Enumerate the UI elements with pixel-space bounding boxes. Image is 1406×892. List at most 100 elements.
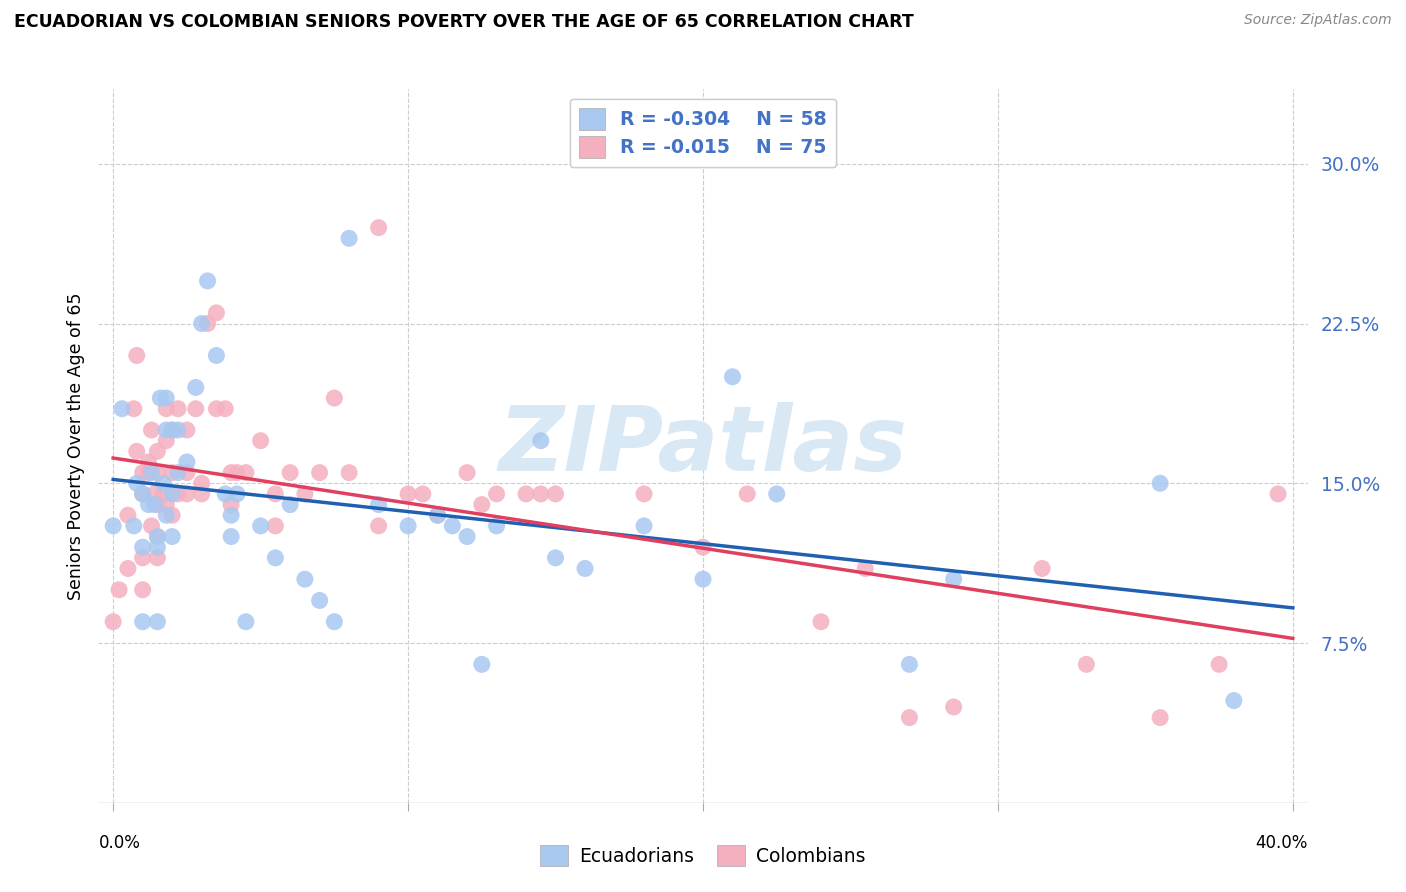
Point (190, 317, 212, 331)
Point (337, 466, 360, 480)
Point (308, 466, 330, 480)
Point (1076, 657, 1098, 672)
Point (122, 401, 145, 416)
Point (205, 306, 228, 320)
Point (197, 317, 219, 331)
Point (131, 487, 153, 501)
Point (160, 508, 183, 523)
Point (308, 593, 330, 607)
Point (294, 572, 316, 586)
Point (146, 615, 169, 629)
Point (160, 529, 183, 543)
Point (249, 519, 271, 533)
Point (184, 401, 207, 416)
Point (278, 466, 301, 480)
Text: 0.0%: 0.0% (98, 834, 141, 852)
Point (471, 657, 494, 672)
Point (337, 231, 360, 245)
Point (190, 487, 212, 501)
Point (396, 519, 419, 533)
Point (141, 519, 163, 533)
Point (441, 519, 464, 533)
Point (160, 423, 183, 437)
Point (125, 444, 148, 458)
Point (735, 487, 758, 501)
Point (544, 550, 567, 565)
Point (1149, 710, 1171, 724)
Point (131, 540, 153, 554)
Point (226, 466, 249, 480)
Point (146, 466, 169, 480)
Point (117, 561, 139, 575)
Point (264, 487, 287, 501)
Point (117, 508, 139, 523)
Point (692, 540, 714, 554)
Point (176, 487, 198, 501)
Text: ECUADORIAN VS COLOMBIAN SENIORS POVERTY OVER THE AGE OF 65 CORRELATION CHART: ECUADORIAN VS COLOMBIAN SENIORS POVERTY … (14, 13, 914, 31)
Point (167, 466, 190, 480)
Point (426, 508, 449, 523)
Point (898, 710, 921, 724)
Point (249, 434, 271, 448)
Y-axis label: Seniors Poverty Over the Age of 65: Seniors Poverty Over the Age of 65 (66, 293, 84, 599)
Point (146, 540, 169, 554)
Point (367, 498, 389, 512)
Point (214, 401, 236, 416)
Point (141, 466, 163, 480)
Point (155, 423, 177, 437)
Point (167, 423, 190, 437)
Point (146, 529, 169, 543)
Point (264, 550, 287, 565)
Point (853, 561, 876, 575)
Point (219, 466, 242, 480)
Point (721, 369, 744, 384)
Point (108, 582, 131, 597)
Point (471, 498, 494, 512)
Point (692, 572, 714, 586)
Point (146, 444, 169, 458)
Point (942, 572, 965, 586)
Point (205, 349, 228, 363)
Point (111, 401, 134, 416)
Point (942, 700, 965, 714)
Point (219, 498, 242, 512)
Point (138, 455, 160, 469)
Point (176, 466, 198, 480)
Legend: R = -0.304    N = 58, R = -0.015    N = 75: R = -0.304 N = 58, R = -0.015 N = 75 (569, 99, 837, 167)
Point (544, 487, 567, 501)
Point (141, 423, 163, 437)
Point (122, 519, 145, 533)
Point (485, 519, 508, 533)
Point (125, 476, 148, 491)
Point (101, 519, 124, 533)
Text: ZIPatlas: ZIPatlas (499, 402, 907, 490)
Point (226, 487, 249, 501)
Point (810, 615, 832, 629)
Point (138, 498, 160, 512)
Point (155, 401, 177, 416)
Point (131, 466, 153, 480)
Point (367, 220, 389, 235)
Point (530, 487, 553, 501)
Point (205, 401, 228, 416)
Point (149, 391, 172, 405)
Point (176, 455, 198, 469)
Point (197, 274, 219, 288)
Point (155, 391, 177, 405)
Point (152, 476, 174, 491)
Point (1208, 657, 1230, 672)
Point (235, 466, 257, 480)
Point (456, 466, 478, 480)
Point (143, 487, 166, 501)
Text: Source: ZipAtlas.com: Source: ZipAtlas.com (1244, 13, 1392, 28)
Point (214, 487, 236, 501)
Point (1031, 561, 1053, 575)
Point (167, 487, 190, 501)
Point (131, 550, 153, 565)
Point (146, 529, 169, 543)
Point (219, 508, 242, 523)
Point (264, 519, 287, 533)
Point (235, 615, 257, 629)
Point (367, 519, 389, 533)
Point (294, 487, 316, 501)
